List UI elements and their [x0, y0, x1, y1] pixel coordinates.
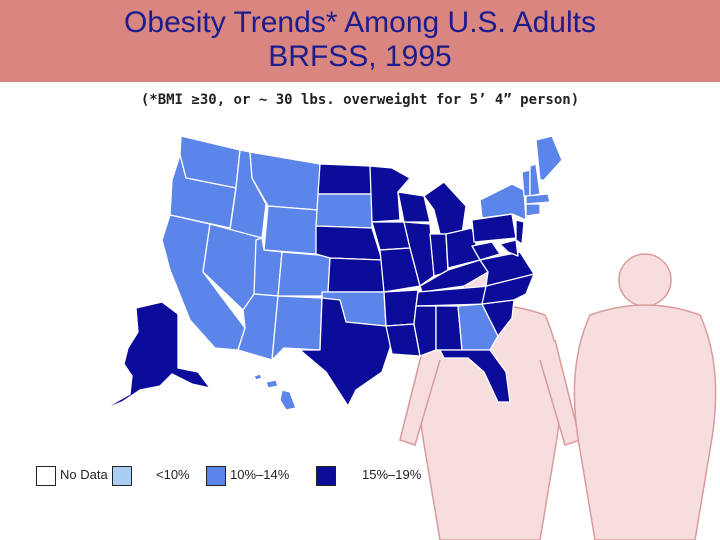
- state-arkansas: [383, 289, 419, 327]
- legend-swatch-10-14: [206, 466, 226, 486]
- title-bar: [0, 0, 720, 82]
- page-title: Obesity Trends* Among U.S. Adults BRFSS,…: [0, 6, 720, 74]
- subtitle: (*BMI ≥30, or ~ 30 lbs. overweight for 5…: [140, 92, 580, 108]
- state-maine: [535, 135, 563, 181]
- legend: No Data <10% 10%–14% 15%–19%: [36, 460, 466, 490]
- legend-swatch-no-data: [36, 466, 56, 486]
- state-georgia: [457, 303, 499, 351]
- state-new-mexico: [271, 295, 323, 361]
- state-wyoming: [263, 205, 319, 255]
- state-maryland: [499, 239, 519, 257]
- state-connecticut: [525, 203, 541, 217]
- state-new-york: [479, 183, 527, 221]
- state-west-virginia: [471, 241, 501, 261]
- us-obesity-map: [101, 135, 563, 411]
- state-new-hampshire: [529, 163, 541, 197]
- title-line-1: Obesity Trends* Among U.S. Adults: [124, 6, 596, 39]
- state-mississippi: [413, 305, 437, 357]
- state-hawaii: [253, 373, 297, 411]
- state-kansas: [327, 257, 385, 293]
- state-nebraska: [315, 225, 383, 261]
- legend-label-10-14: 10%–14%: [230, 467, 290, 482]
- state-florida: [439, 349, 511, 403]
- legend-label-no-data: No Data: [60, 467, 108, 482]
- state-new-jersey: [515, 219, 525, 245]
- legend-swatch-15-19: [316, 466, 336, 486]
- state-vermont: [521, 169, 531, 197]
- legend-swatch-under-10: [112, 466, 132, 486]
- state-alaska: [101, 301, 211, 411]
- state-south-dakota: [315, 193, 373, 229]
- state-wisconsin: [397, 191, 431, 223]
- title-line-2: BRFSS, 1995: [268, 40, 452, 73]
- background-figures: [399, 253, 717, 540]
- state-north-dakota: [317, 163, 373, 195]
- legend-label-15-19: 15%–19%: [362, 467, 422, 482]
- state-pennsylvania: [471, 213, 517, 243]
- state-texas: [299, 297, 393, 407]
- figure-right: [573, 253, 717, 540]
- legend-label-under-10: <10%: [156, 467, 190, 482]
- state-colorado: [277, 251, 331, 297]
- state-massachusetts: [525, 193, 551, 205]
- state-illinois: [403, 221, 435, 287]
